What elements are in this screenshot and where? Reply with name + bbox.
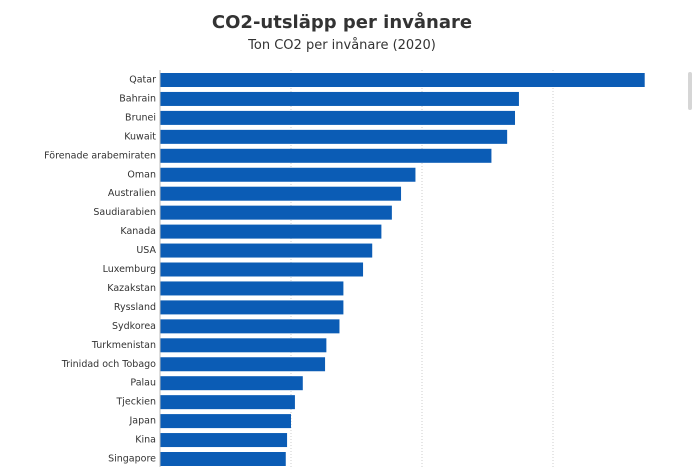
category-label: Kuwait xyxy=(124,131,156,142)
chart-subtitle: Ton CO2 per invånare (2020) xyxy=(248,38,436,53)
bar[interactable] xyxy=(160,452,286,466)
bar[interactable] xyxy=(160,281,344,296)
bar[interactable] xyxy=(160,395,295,410)
category-label: Kanada xyxy=(120,226,156,237)
bar[interactable] xyxy=(160,186,402,201)
bar[interactable] xyxy=(160,73,645,87)
category-label: Tjeckien xyxy=(115,397,156,408)
category-label: Saudiarabien xyxy=(93,207,156,218)
category-label: Oman xyxy=(127,169,156,180)
category-label: Palau xyxy=(130,378,156,389)
bar[interactable] xyxy=(160,243,373,258)
category-label: Australien xyxy=(108,188,156,199)
bar[interactable] xyxy=(160,319,340,334)
category-label: Bahrain xyxy=(119,93,156,104)
bar[interactable] xyxy=(160,91,519,106)
category-label: Singapore xyxy=(108,454,156,465)
category-label: Förenade arabemiraten xyxy=(44,150,156,161)
bar[interactable] xyxy=(160,205,392,220)
category-label: Sydkorea xyxy=(112,321,156,332)
category-label: Brunei xyxy=(125,112,156,123)
scrollbar[interactable] xyxy=(688,72,692,110)
bar[interactable] xyxy=(160,110,516,125)
category-label: Ryssland xyxy=(114,302,156,313)
category-label: Kazakstan xyxy=(107,283,156,294)
bar[interactable] xyxy=(160,148,492,163)
bar[interactable] xyxy=(160,376,303,391)
category-label: Luxemburg xyxy=(103,264,156,275)
chart-title: CO2-utsläpp per invånare xyxy=(211,12,473,33)
bar[interactable] xyxy=(160,414,291,429)
bar[interactable] xyxy=(160,262,364,277)
category-label: USA xyxy=(136,245,156,256)
bar[interactable] xyxy=(160,300,344,315)
category-label: Japan xyxy=(129,416,157,427)
category-label: Kina xyxy=(135,435,156,446)
bar[interactable] xyxy=(160,129,508,144)
category-label: Turkmenistan xyxy=(91,340,156,351)
category-label: Qatar xyxy=(129,75,156,86)
bar[interactable] xyxy=(160,433,288,448)
bar[interactable] xyxy=(160,338,327,353)
bar[interactable] xyxy=(160,167,416,182)
category-label: Trinidad och Tobago xyxy=(61,359,156,370)
bar[interactable] xyxy=(160,357,326,372)
bar[interactable] xyxy=(160,224,382,239)
